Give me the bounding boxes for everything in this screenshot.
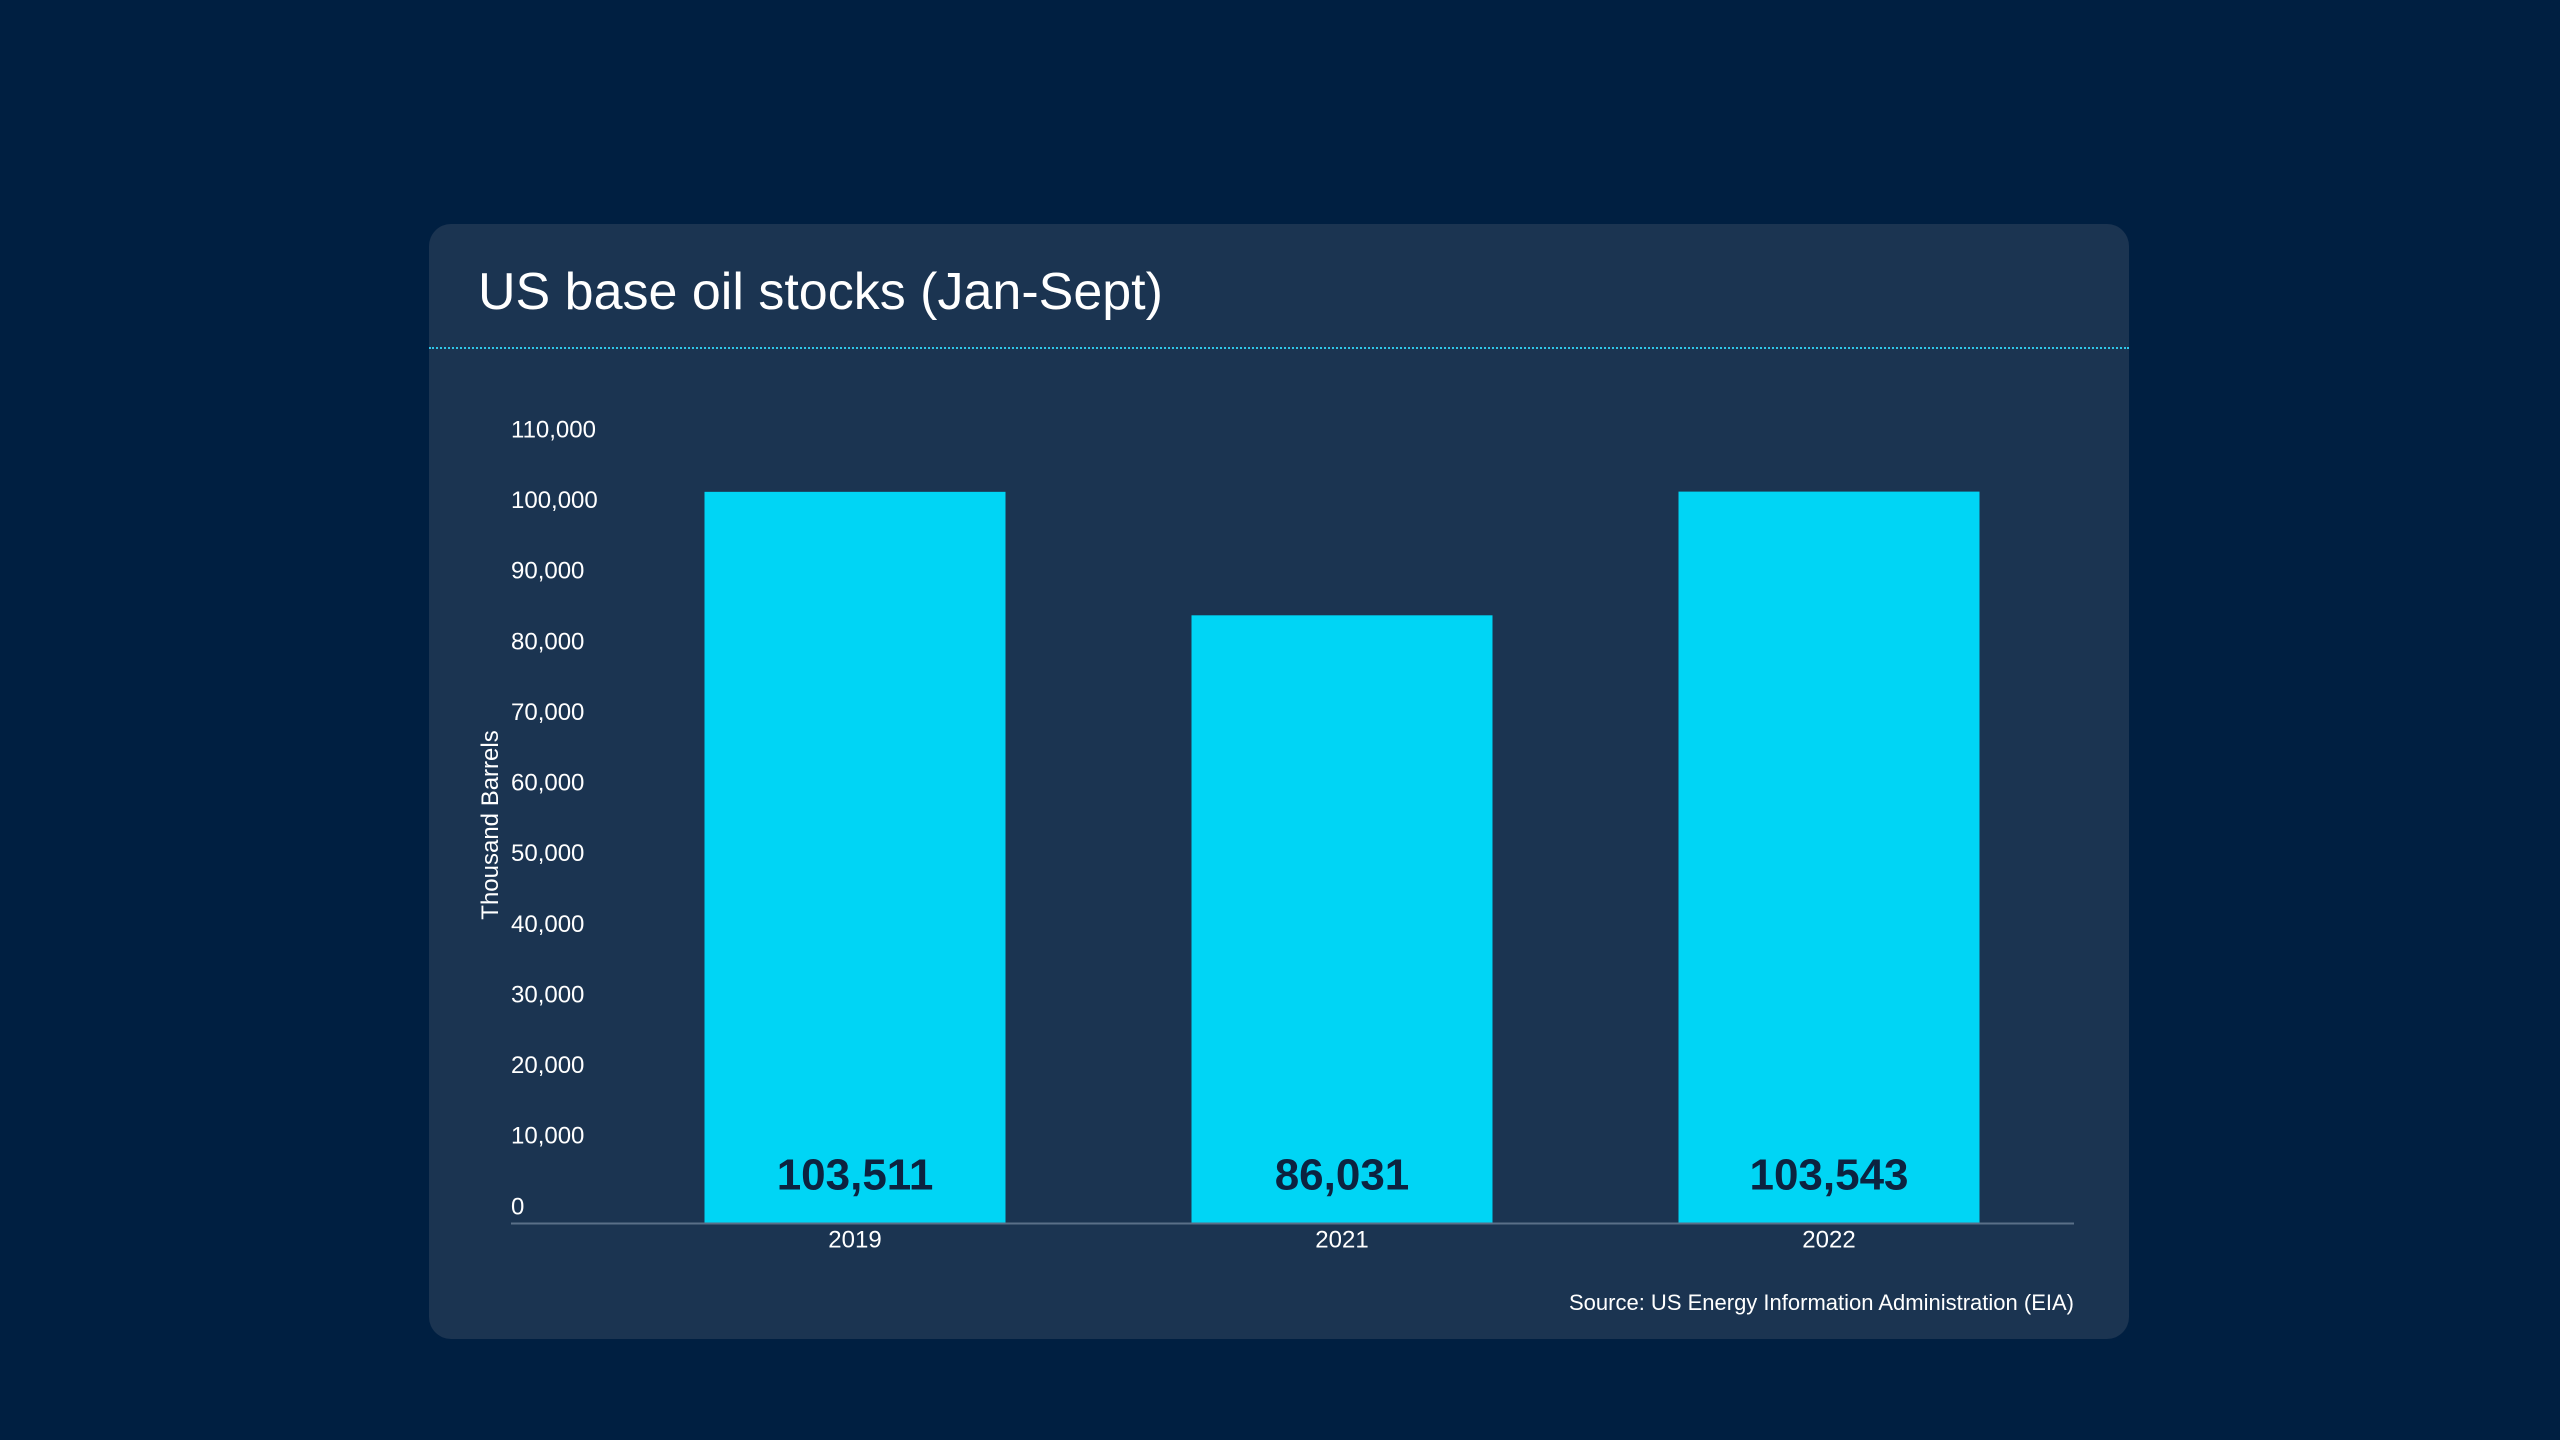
y-tick-label: 30,000 bbox=[511, 981, 584, 1008]
y-tick-label: 60,000 bbox=[511, 770, 584, 797]
y-tick-label: 90,000 bbox=[511, 558, 584, 585]
y-tick-label: 0 bbox=[511, 1193, 524, 1220]
y-tick-label: 100,000 bbox=[511, 487, 598, 514]
source-note: Source: US Energy Information Administra… bbox=[1569, 1290, 2074, 1315]
y-tick-label: 20,000 bbox=[511, 1052, 584, 1079]
value-label: 103,543 bbox=[1749, 1151, 1908, 1200]
y-tick-label: 110,000 bbox=[511, 416, 596, 443]
chart-title: US base oil stocks (Jan-Sept) bbox=[478, 263, 1163, 321]
value-label: 103,511 bbox=[777, 1151, 934, 1200]
bar-2022 bbox=[1678, 491, 1980, 1224]
y-tick-label: 40,000 bbox=[511, 911, 584, 938]
bar-2019 bbox=[704, 491, 1006, 1223]
y-tick-label: 10,000 bbox=[511, 1123, 584, 1150]
x-tick-label: 2022 bbox=[1802, 1226, 1855, 1253]
title-divider bbox=[429, 347, 2129, 349]
value-label: 86,031 bbox=[1275, 1151, 1410, 1200]
x-tick-label: 2021 bbox=[1315, 1226, 1368, 1253]
x-tick-label: 2019 bbox=[828, 1226, 881, 1253]
bar-2021 bbox=[1191, 615, 1493, 1223]
y-tick-label: 50,000 bbox=[511, 840, 584, 867]
y-tick-label: 70,000 bbox=[511, 699, 584, 726]
y-tick-label: 80,000 bbox=[511, 628, 584, 655]
